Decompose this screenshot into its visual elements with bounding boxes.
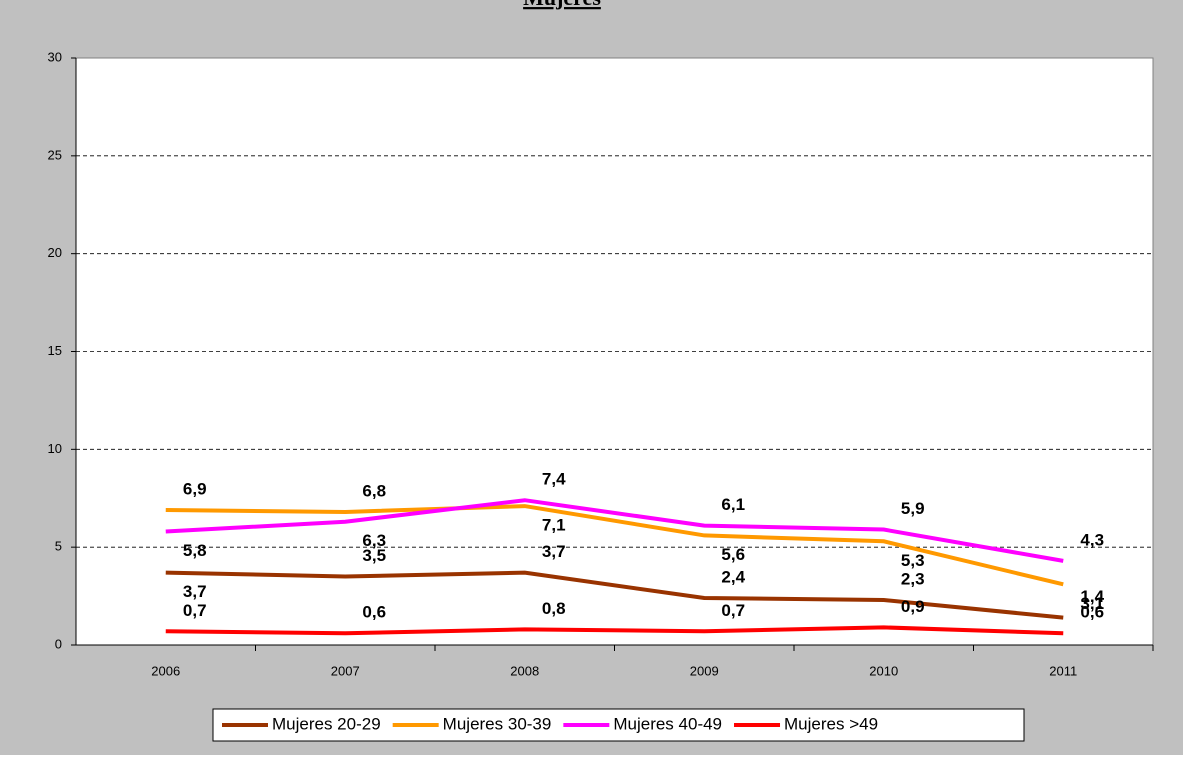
data-label: 4,3 (1080, 530, 1104, 549)
data-label: 0,6 (1080, 603, 1104, 622)
y-tick-label: 5 (55, 539, 62, 554)
series-line (165, 625, 1064, 636)
data-label: 1,4 (1080, 587, 1104, 606)
data-label: 0,7 (183, 601, 207, 620)
legend-label: Mujeres 20-29 (272, 714, 381, 733)
data-label: 2,4 (721, 568, 745, 587)
data-label: 0,7 (721, 601, 745, 620)
x-tick-label: 2010 (869, 663, 898, 678)
y-tick-label: 10 (48, 441, 62, 456)
x-tick-label: 2008 (510, 663, 539, 678)
y-tick-label: 15 (48, 343, 62, 358)
series-line (165, 498, 1064, 563)
series-line (165, 570, 1064, 620)
data-label: 3,5 (362, 546, 386, 565)
data-label: 2,3 (901, 569, 925, 588)
legend: Mujeres 20-29 Mujeres 30-39 Mujeres 40-49 M… (212, 708, 1025, 742)
data-label: 6,1 (721, 495, 745, 514)
legend-box (212, 708, 1025, 742)
data-label: 7,4 (542, 470, 566, 489)
data-label: 6,8 (362, 481, 386, 500)
data-label: 3,7 (183, 582, 207, 601)
series-line (165, 504, 1064, 587)
y-tick-label: 30 (48, 49, 62, 64)
data-label: 5,6 (721, 545, 745, 564)
data-label: 0,6 (362, 603, 386, 622)
data-label: 6,9 (183, 479, 207, 498)
y-tick-label: 25 (48, 147, 62, 162)
x-tick-label: 2009 (690, 663, 719, 678)
data-label: 5,8 (183, 541, 207, 560)
legend-label: Mujeres >49 (784, 714, 878, 733)
data-label: 5,3 (901, 551, 925, 570)
x-tick-label: 2007 (331, 663, 360, 678)
legend-label: Mujeres 30-39 (443, 714, 552, 733)
data-label: 3,7 (542, 542, 566, 561)
x-tick-label: 2011 (1049, 663, 1077, 678)
data-label: 0,8 (542, 599, 566, 618)
x-tick-label: 2006 (151, 663, 180, 678)
data-label: 6,3 (362, 531, 386, 550)
y-tick-label: 0 (55, 636, 62, 651)
chart-title: Mujeres (523, 0, 601, 10)
data-label: 7,1 (542, 516, 566, 535)
y-tick-label: 20 (48, 245, 62, 260)
data-label: 0,9 (901, 597, 925, 616)
data-label: 3,1 (1080, 594, 1104, 613)
data-label: 5,9 (901, 499, 925, 518)
legend-label: Mujeres 40-49 (613, 714, 722, 733)
